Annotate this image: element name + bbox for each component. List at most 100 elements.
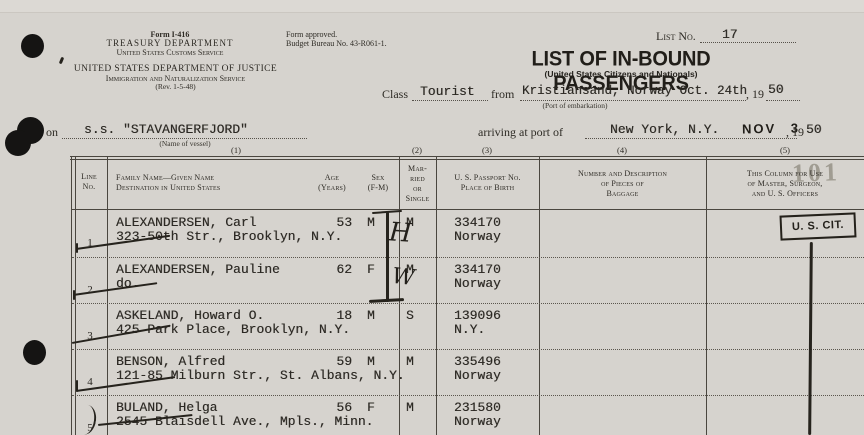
header-name: Family Name—Given Name Destination in Un… [116, 173, 221, 192]
passenger-destination: 121-85 Milburn Str., St. Albans, N.Y. [116, 368, 405, 383]
passenger-name: BENSON, Alfred [116, 354, 226, 369]
class-value: Tourist [420, 84, 475, 99]
header-passport: U. S. Passport No. Place of Birth [454, 173, 521, 192]
immigration-service: Immigration and Naturalization Service [105, 74, 246, 83]
pen-tick [58, 56, 65, 65]
column-number-5: (5) [780, 145, 790, 155]
married-column-border [436, 156, 437, 435]
passenger-age: 62 [336, 262, 352, 277]
arrival-year-prefix: , 19 [786, 125, 804, 139]
row-separator [72, 394, 864, 396]
arriving-label: arriving at port of [478, 125, 563, 139]
passenger-passport-no: 334170 [454, 262, 501, 277]
header-baggage: Number and Description of Pieces of Bagg… [578, 169, 667, 198]
passenger-married: M [406, 354, 414, 369]
punch-hole [5, 130, 31, 156]
passenger-passport-no: 139096 [454, 308, 501, 323]
header-line-no: Line No. [81, 172, 97, 191]
passenger-birthplace: Norway [454, 276, 501, 291]
year-prefix: , 19 [746, 87, 764, 101]
list-no-label: List No. [656, 29, 696, 43]
column-number-3: (3) [482, 145, 492, 155]
passenger-age: 53 [336, 215, 352, 230]
header-master: This Column for Use of Master, Surgeon, … [746, 169, 824, 198]
line-number: 4 [87, 376, 93, 388]
column-number-1: (1) [231, 145, 241, 155]
embarkation-caption: (Port of embarkation) [542, 101, 608, 110]
arrival-year-value: 50 [806, 122, 822, 137]
from-label: from [491, 87, 515, 101]
treasury-department: TREASURY DEPARTMENT [106, 38, 234, 48]
embarkation-value: Kristiansand, Norway Oct. 24th [522, 84, 748, 98]
year-value: 50 [768, 82, 784, 97]
passenger-married: M [406, 400, 414, 415]
header-bottom-border [71, 209, 864, 210]
pen-husband-mark: H [387, 217, 413, 249]
passenger-birthplace: Norway [454, 414, 501, 429]
passenger-age: 59 [336, 354, 352, 369]
class-rule [412, 99, 488, 101]
passenger-passport-no: 231580 [454, 400, 501, 415]
year-rule [766, 99, 800, 101]
pen-officer-column-line [808, 241, 813, 435]
passenger-sex: M [367, 308, 375, 323]
scan-top-edge [0, 0, 864, 12]
passenger-sex: F [367, 262, 375, 277]
passenger-birthplace: Norway [454, 368, 501, 383]
page-title: LIST OF IN-BOUND PASSENGERS [531, 47, 711, 96]
line-number: 2 [87, 284, 93, 296]
passenger-name: ASKELAND, Howard O. [116, 308, 265, 323]
vessel-rule [62, 137, 307, 139]
passenger-name: BULAND, Helga [116, 400, 218, 415]
scan-edge-line [0, 12, 864, 13]
customs-service: United States Customs Service [116, 48, 224, 57]
pen-wife-mark: W [390, 263, 416, 292]
passenger-passport-no: 334170 [454, 215, 501, 230]
passenger-birthplace: Norway [454, 229, 501, 244]
form-number: Form I-416 [150, 30, 190, 39]
form-approved-line2: Budget Bureau No. 43-R061-1. [286, 39, 387, 48]
page-subtitle: (United States Citizens and Nationals) [544, 69, 698, 79]
vessel-caption: (Name of vessel) [159, 139, 211, 148]
punch-hole [21, 34, 44, 58]
line-number: 1 [87, 237, 93, 249]
passenger-sex: M [367, 215, 375, 230]
passenger-sex: F [367, 400, 375, 415]
list-no-rule [700, 41, 796, 43]
passenger-sex: M [367, 354, 375, 369]
passenger-age: 56 [336, 400, 352, 415]
vessel-name: s.s. "STAVANGERFJORD" [84, 122, 248, 137]
row-separator [72, 348, 864, 350]
form-approved-line1: Form approved. [286, 30, 338, 39]
sex-column-border [399, 156, 400, 435]
row-separator [72, 302, 864, 304]
passenger-passport-no: 335496 [454, 354, 501, 369]
line-number: 3 [87, 330, 93, 342]
table-top-border-inner [70, 159, 864, 160]
table-left-border [71, 156, 72, 435]
header-sex: Sex (F-M) [367, 173, 389, 192]
us-citizen-stamp: U. S. CIT. [779, 212, 857, 241]
table-top-border [70, 156, 864, 157]
passenger-married: M [406, 215, 414, 230]
port-value: New York, N.Y. [610, 122, 720, 137]
baggage-column-border [706, 156, 707, 435]
passenger-married: M [406, 262, 414, 277]
pen-check [76, 380, 78, 392]
line-number: 5 [87, 422, 93, 434]
header-married: Mar- ried or Single [405, 164, 430, 203]
class-label: Class [382, 87, 409, 101]
lineno-column-border [107, 156, 108, 435]
column-number-2: (2) [412, 145, 422, 155]
department-of-justice: UNITED STATES DEPARTMENT OF JUSTICE [73, 64, 278, 74]
passenger-name: ALEXANDERSEN, Pauline [116, 262, 280, 277]
punch-hole [23, 340, 46, 365]
passenger-destination: 425 Park Place, Brooklyn, N.Y. [116, 322, 351, 337]
on-label: on [46, 125, 58, 139]
passenger-destination: 323-50th Str., Brooklyn, N.Y. [116, 229, 343, 244]
header-age: Age (Years) [318, 173, 346, 192]
column-number-4: (4) [617, 145, 627, 155]
embarkation-rule [520, 99, 746, 101]
form-revision: (Rev. 1-5-48) [155, 82, 196, 91]
